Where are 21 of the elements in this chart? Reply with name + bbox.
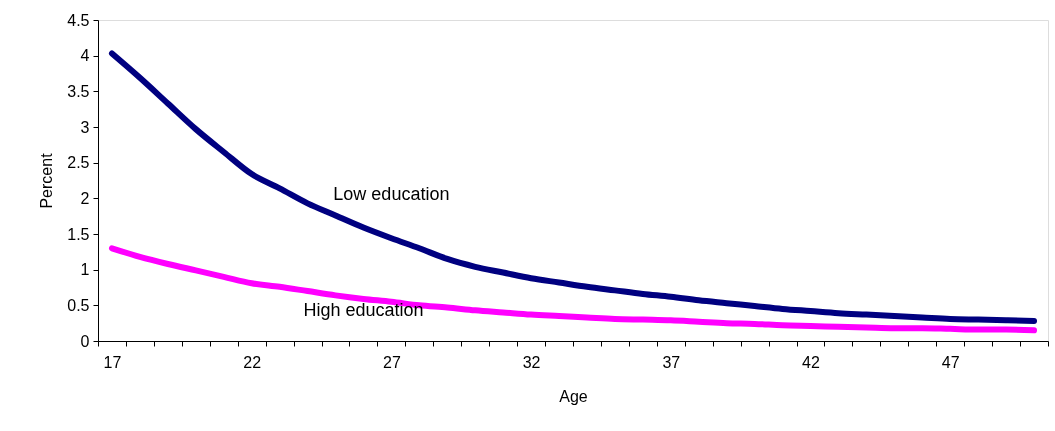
x-tick-label: 37: [662, 353, 681, 371]
y-tick-label: 2: [80, 189, 90, 207]
y-tick-label: 3.5: [67, 82, 90, 100]
y-tick-label: 0: [80, 332, 90, 350]
series-label: High education: [303, 300, 424, 321]
y-tick-label: 4: [80, 47, 90, 65]
x-tick-label: 47: [941, 353, 960, 371]
y-tick-label: 2.5: [67, 154, 90, 172]
x-tick-label: 27: [382, 353, 401, 371]
y-axis-title: Percent: [38, 152, 56, 209]
x-tick-label: 17: [103, 353, 122, 371]
x-tick-label: 42: [802, 353, 820, 371]
y-tick-label: 3: [80, 118, 90, 136]
y-tick-label: 0.5: [67, 296, 90, 314]
x-tick-label: 32: [522, 353, 541, 371]
series-label: Low education: [333, 183, 450, 204]
y-tick-label: 1.5: [67, 225, 90, 243]
x-tick-label: 22: [243, 353, 262, 371]
x-axis-title: Age: [559, 387, 588, 405]
y-tick-label: 4.5: [67, 11, 90, 29]
y-tick-label: 1: [80, 261, 90, 279]
